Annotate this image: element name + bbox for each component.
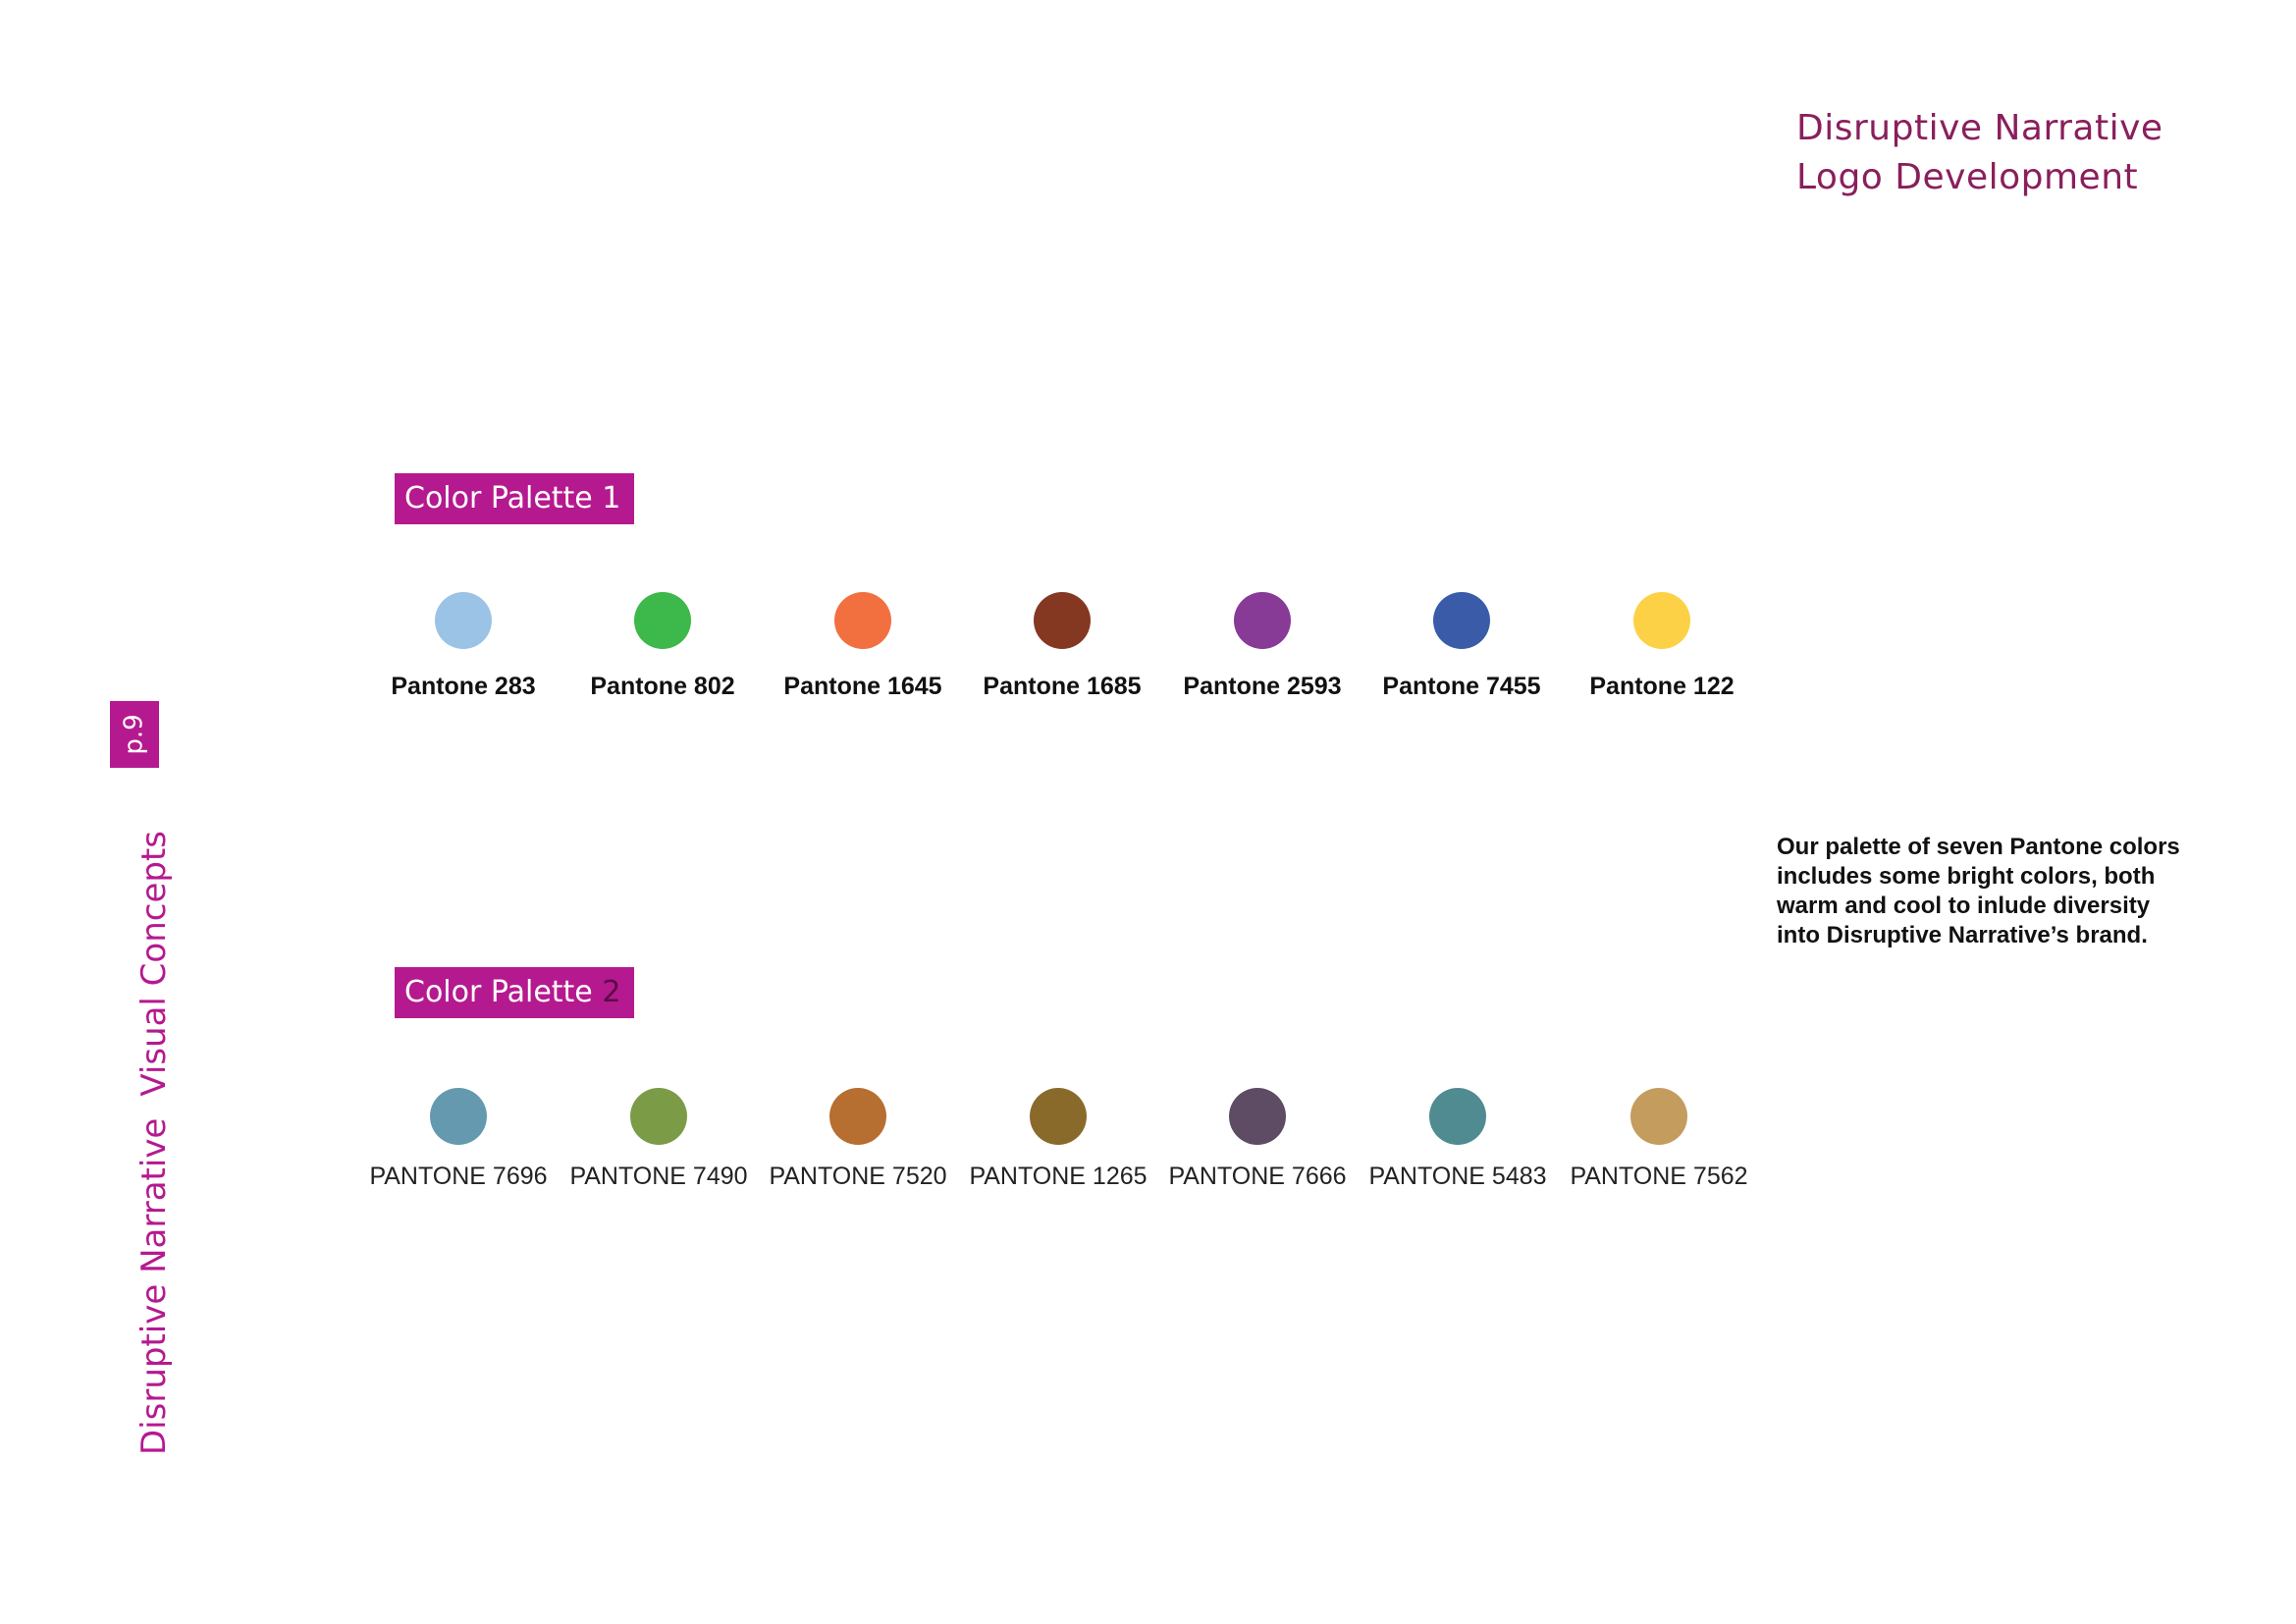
- color-dot: [1633, 592, 1690, 649]
- color-dot: [634, 592, 691, 649]
- swatch-name: PANTONE 7666: [1168, 1163, 1347, 1190]
- swatch: Pantone 283: [365, 592, 561, 701]
- swatch-name: Pantone 1685: [983, 673, 1142, 700]
- document-header: Disruptive Narrative Logo Development: [1796, 104, 2163, 202]
- color-dot: [829, 1088, 886, 1145]
- color-dot: [430, 1088, 487, 1145]
- header-line-2: Logo Development: [1796, 157, 2139, 197]
- palette-1-label: Color Palette 1: [395, 473, 635, 524]
- color-dot: [1034, 592, 1091, 649]
- swatch-name: Pantone 122: [1589, 673, 1735, 700]
- swatch-name: PANTONE 7696: [369, 1163, 548, 1190]
- swatch: Pantone 7455: [1363, 592, 1560, 701]
- swatch-name: PANTONE 7520: [769, 1163, 947, 1190]
- header-line-1: Disruptive Narrative: [1796, 108, 2163, 148]
- swatch-name: PANTONE 7490: [569, 1163, 748, 1190]
- swatch-name: Pantone 283: [391, 673, 536, 700]
- palette-2-label-text: Color Palette: [404, 975, 603, 1009]
- swatch: PANTONE 7490: [561, 1088, 757, 1191]
- palette-2-label: Color Palette 2: [395, 967, 635, 1018]
- color-dot: [1234, 592, 1291, 649]
- swatch: Pantone 802: [564, 592, 761, 701]
- swatch-name: PANTONE 7562: [1570, 1163, 1748, 1190]
- color-dot: [1229, 1088, 1286, 1145]
- sidebar-title-part2: Visual Concepts: [134, 831, 174, 1097]
- swatch: Pantone 1685: [964, 592, 1160, 701]
- color-dot: [1429, 1088, 1486, 1145]
- swatch-name: Pantone 1645: [783, 673, 942, 700]
- swatch-name: Pantone 7455: [1382, 673, 1541, 700]
- palette-2-label-number: 2: [602, 975, 621, 1009]
- swatch-name: Pantone 802: [590, 673, 735, 700]
- swatch: PANTONE 7520: [760, 1088, 956, 1191]
- swatch: Pantone 122: [1564, 592, 1760, 701]
- swatch: PANTONE 7666: [1159, 1088, 1356, 1191]
- color-dot: [1630, 1088, 1687, 1145]
- swatch: Pantone 1645: [765, 592, 961, 701]
- swatch-name: PANTONE 1265: [969, 1163, 1148, 1190]
- page-number-badge: p.9: [110, 701, 159, 768]
- swatch: PANTONE 5483: [1360, 1088, 1556, 1191]
- swatch-name: Pantone 2593: [1183, 673, 1342, 700]
- color-dot: [435, 592, 492, 649]
- sidebar-title: Disruptive Narrative Visual Concepts: [134, 831, 174, 1455]
- swatch: Pantone 2593: [1164, 592, 1361, 701]
- swatch-name: PANTONE 5483: [1368, 1163, 1547, 1190]
- sidebar-title-part1: Disruptive Narrative: [134, 1117, 174, 1455]
- swatch: PANTONE 1265: [960, 1088, 1156, 1191]
- color-dot: [630, 1088, 687, 1145]
- swatch: PANTONE 7562: [1561, 1088, 1757, 1191]
- palette-description: Our palette of seven Pantone colors incl…: [1777, 834, 2180, 948]
- swatch: PANTONE 7696: [360, 1088, 557, 1191]
- page-number: p.9: [120, 714, 149, 755]
- color-dot: [1433, 592, 1490, 649]
- color-dot: [1030, 1088, 1087, 1145]
- color-dot: [834, 592, 891, 649]
